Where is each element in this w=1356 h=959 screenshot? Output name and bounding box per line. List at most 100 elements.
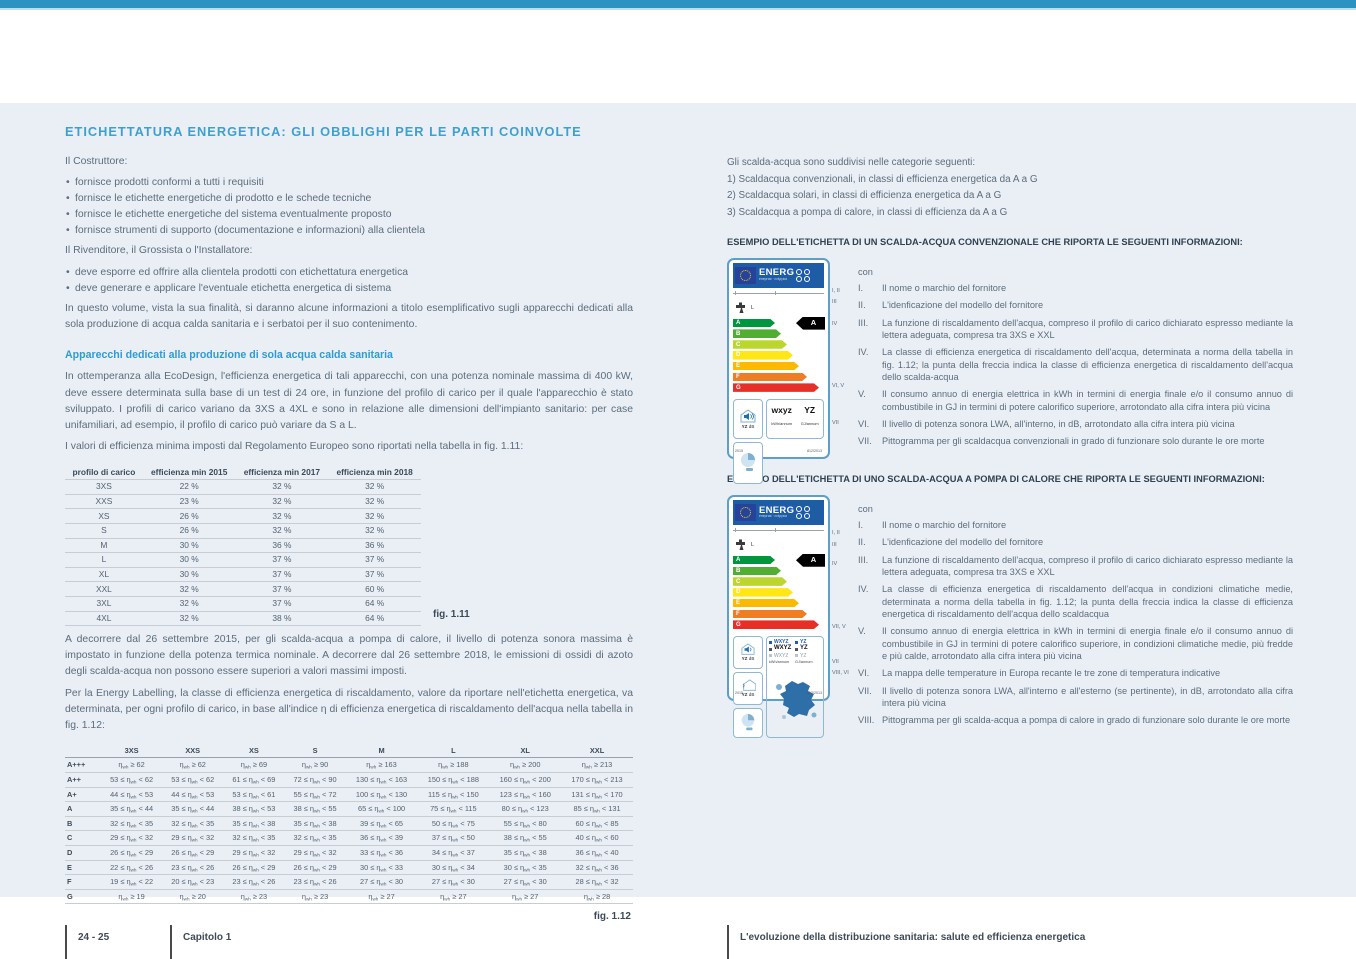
class-bar-E: E	[733, 362, 799, 371]
legend-numeral: I.	[858, 520, 864, 531]
table-cell: G	[65, 889, 101, 905]
load-profile-letter: L	[751, 305, 755, 312]
table-row: 3XS 22 % 32 % 32 %	[65, 479, 421, 495]
class-bar-D: D	[733, 588, 793, 597]
bullet-list-rivenditore: deve esporre ed offrire alla clientela p…	[65, 265, 633, 297]
table-cell: 3XS	[65, 479, 143, 495]
table-cell: 29 ≤ ηwh < 32	[162, 830, 224, 846]
table-cell: 32 ≤ ηwh < 35	[162, 816, 224, 832]
table-cell: 32 %	[142, 581, 236, 597]
example2-heading: ESEMPIO DELL'ETICHETTA DI UNO SCALDA-ACQ…	[727, 473, 1265, 484]
class-indicator-arrow: A	[796, 316, 825, 330]
table-cell: 38 ≤ ηwh < 55	[489, 830, 562, 846]
table-cell: ηwh ≥ 19	[101, 889, 163, 905]
table-cell: 55 ≤ ηwh < 72	[284, 787, 346, 803]
table-cell: 37 ≤ ηwh < 50	[417, 830, 490, 846]
table-cell: 65 ≤ ηwh < 100	[345, 801, 418, 817]
figure-caption-1-12: fig. 1.12	[593, 911, 631, 923]
table-cell: F	[65, 874, 101, 890]
table-cell: 100 ≤ ηwh < 130	[345, 787, 418, 803]
legend-text: Il livello di potenza sonora LWA, all'in…	[882, 685, 1293, 708]
legend-item: V. Il consumo annuo di energia elettrica …	[858, 625, 1293, 662]
label-regulation: 812/2013	[807, 448, 822, 453]
legend-text: La funzione di riscaldamento dell'acqua,…	[882, 317, 1293, 340]
table-cell: 50 ≤ ηwh < 75	[417, 816, 490, 832]
paragraph-rivenditore: Il Rivenditore, il Grossista o l'Install…	[65, 245, 253, 257]
table-cell: 115 ≤ ηwh < 150	[417, 787, 490, 803]
table-cell: 123 ≤ ηwh < 160	[489, 787, 562, 803]
faucet-icon	[736, 302, 745, 313]
faucet-icon	[736, 539, 745, 550]
paragraph-volume: In questo volume, vista la sua finalità,…	[65, 302, 633, 330]
legend-numeral: III.	[858, 554, 869, 565]
off-peak-pictogram-box	[733, 708, 763, 738]
table-cell: 22 %	[142, 479, 236, 495]
table-cell: 55 ≤ ηwh < 80	[489, 816, 562, 832]
table-cell: 44 ≤ ηwh < 53	[101, 787, 163, 803]
off-peak-clock-icon	[741, 714, 755, 731]
column-header: M	[345, 743, 418, 759]
table-cell: 60 ≤ ηwh < 85	[561, 816, 633, 832]
label2-bottom: YZ dB YZ dB	[733, 636, 824, 738]
callout: IV	[832, 560, 838, 567]
legend-item: I. Il nome o marchio del fornitore	[858, 282, 1293, 294]
right-column: Gli scalda-acqua sono suddivisi nelle ca…	[727, 155, 1293, 738]
label2-sound-column: YZ dB YZ dB	[733, 636, 763, 738]
table-cell: 36 ≤ ηwh < 40	[561, 845, 633, 861]
table-cell: A+	[65, 787, 101, 803]
list-item: fornisce le etichette energetiche di pro…	[65, 191, 633, 207]
table-cell: 32 ≤ ηwh < 35	[101, 816, 163, 832]
footer-divider	[727, 925, 729, 959]
energy-label-brand: ENERG енергия · ενέργεια	[759, 268, 794, 281]
table-cell: 32 %	[328, 494, 421, 510]
table-cell: 20 ≤ ηwh < 23	[162, 874, 224, 890]
table-cell: 4XL	[65, 611, 143, 627]
list-item: 2) Scaldacqua solari, in classi di effic…	[727, 190, 1002, 202]
table-cell: C	[65, 830, 101, 846]
class-bar-D: D	[733, 351, 793, 360]
table-cell: 37 %	[328, 567, 421, 583]
top-accent-bar	[0, 0, 1356, 10]
table-cell: XL	[65, 567, 143, 583]
table-cell: 39 ≤ ηwh < 65	[345, 816, 418, 832]
legend-text: Pittogramma per gli scalda-acqua a pompa…	[882, 715, 1291, 726]
legend-text: La funzione di riscaldamento dell'acqua,…	[882, 554, 1293, 578]
sound-indoor-box: YZ dB	[733, 636, 763, 669]
callout: I, II	[832, 287, 840, 294]
consumption-row: WXYZ YZ	[769, 645, 821, 653]
table-cell: 30 %	[142, 567, 236, 583]
legend-numeral: VI.	[858, 418, 870, 429]
table-cell: 35 ≤ ηwh < 38	[284, 816, 346, 832]
outdoor-speaker-icon	[742, 679, 756, 692]
eu-flag-icon	[735, 503, 756, 521]
table-cell: ηwh ≥ 69	[223, 757, 285, 773]
legend-text: La classe di efficienza energetica di ri…	[882, 347, 1293, 382]
label2-footline: 2015 812/2013	[735, 690, 822, 696]
eu-flag-icon	[735, 266, 756, 284]
table-row: L 30 % 37 % 37 %	[65, 552, 421, 568]
legend-item: VI. La mappa delle temperature in Europa …	[858, 667, 1293, 679]
label1-callouts: I, II III IV VI, V VII	[830, 258, 858, 459]
climate-consumption-box: WXYZ YZ WXYZ YZ WXYZ YZ kWh/annum GJ/annum	[766, 636, 824, 738]
table-cell: 38 ≤ ηwh < 55	[284, 801, 346, 817]
table-row: S 26 % 32 % 32 %	[65, 523, 421, 539]
table-cell: XXL	[65, 581, 143, 597]
table-cell: L	[65, 552, 143, 568]
legend-item: IV. La classe di efficienza energetica di…	[858, 346, 1293, 383]
table-cell: 32 ≤ ηwh < 35	[223, 830, 285, 846]
brand-text: ENERG	[759, 267, 795, 279]
brand-subtext: енергия · ενέργεια	[759, 277, 788, 282]
class-bar-B: B	[733, 567, 781, 576]
legend-item: I. Il nome o marchio del fornitore	[858, 519, 1293, 531]
con-word: con	[858, 266, 873, 277]
energy-label-brand: ENERG енергия · ενέργεια	[759, 505, 794, 519]
supplier-model-line	[733, 527, 824, 538]
label2-callouts: I, II III IV VII, V VII VIII, VI	[830, 495, 858, 732]
table-cell: 26 %	[142, 508, 236, 524]
table-cell: 26 ≤ ηwh < 29	[223, 860, 285, 876]
callout: VII	[832, 658, 839, 665]
column-header: XXS	[162, 743, 224, 759]
table-row: XXS 23 % 32 % 32 %	[65, 494, 421, 510]
